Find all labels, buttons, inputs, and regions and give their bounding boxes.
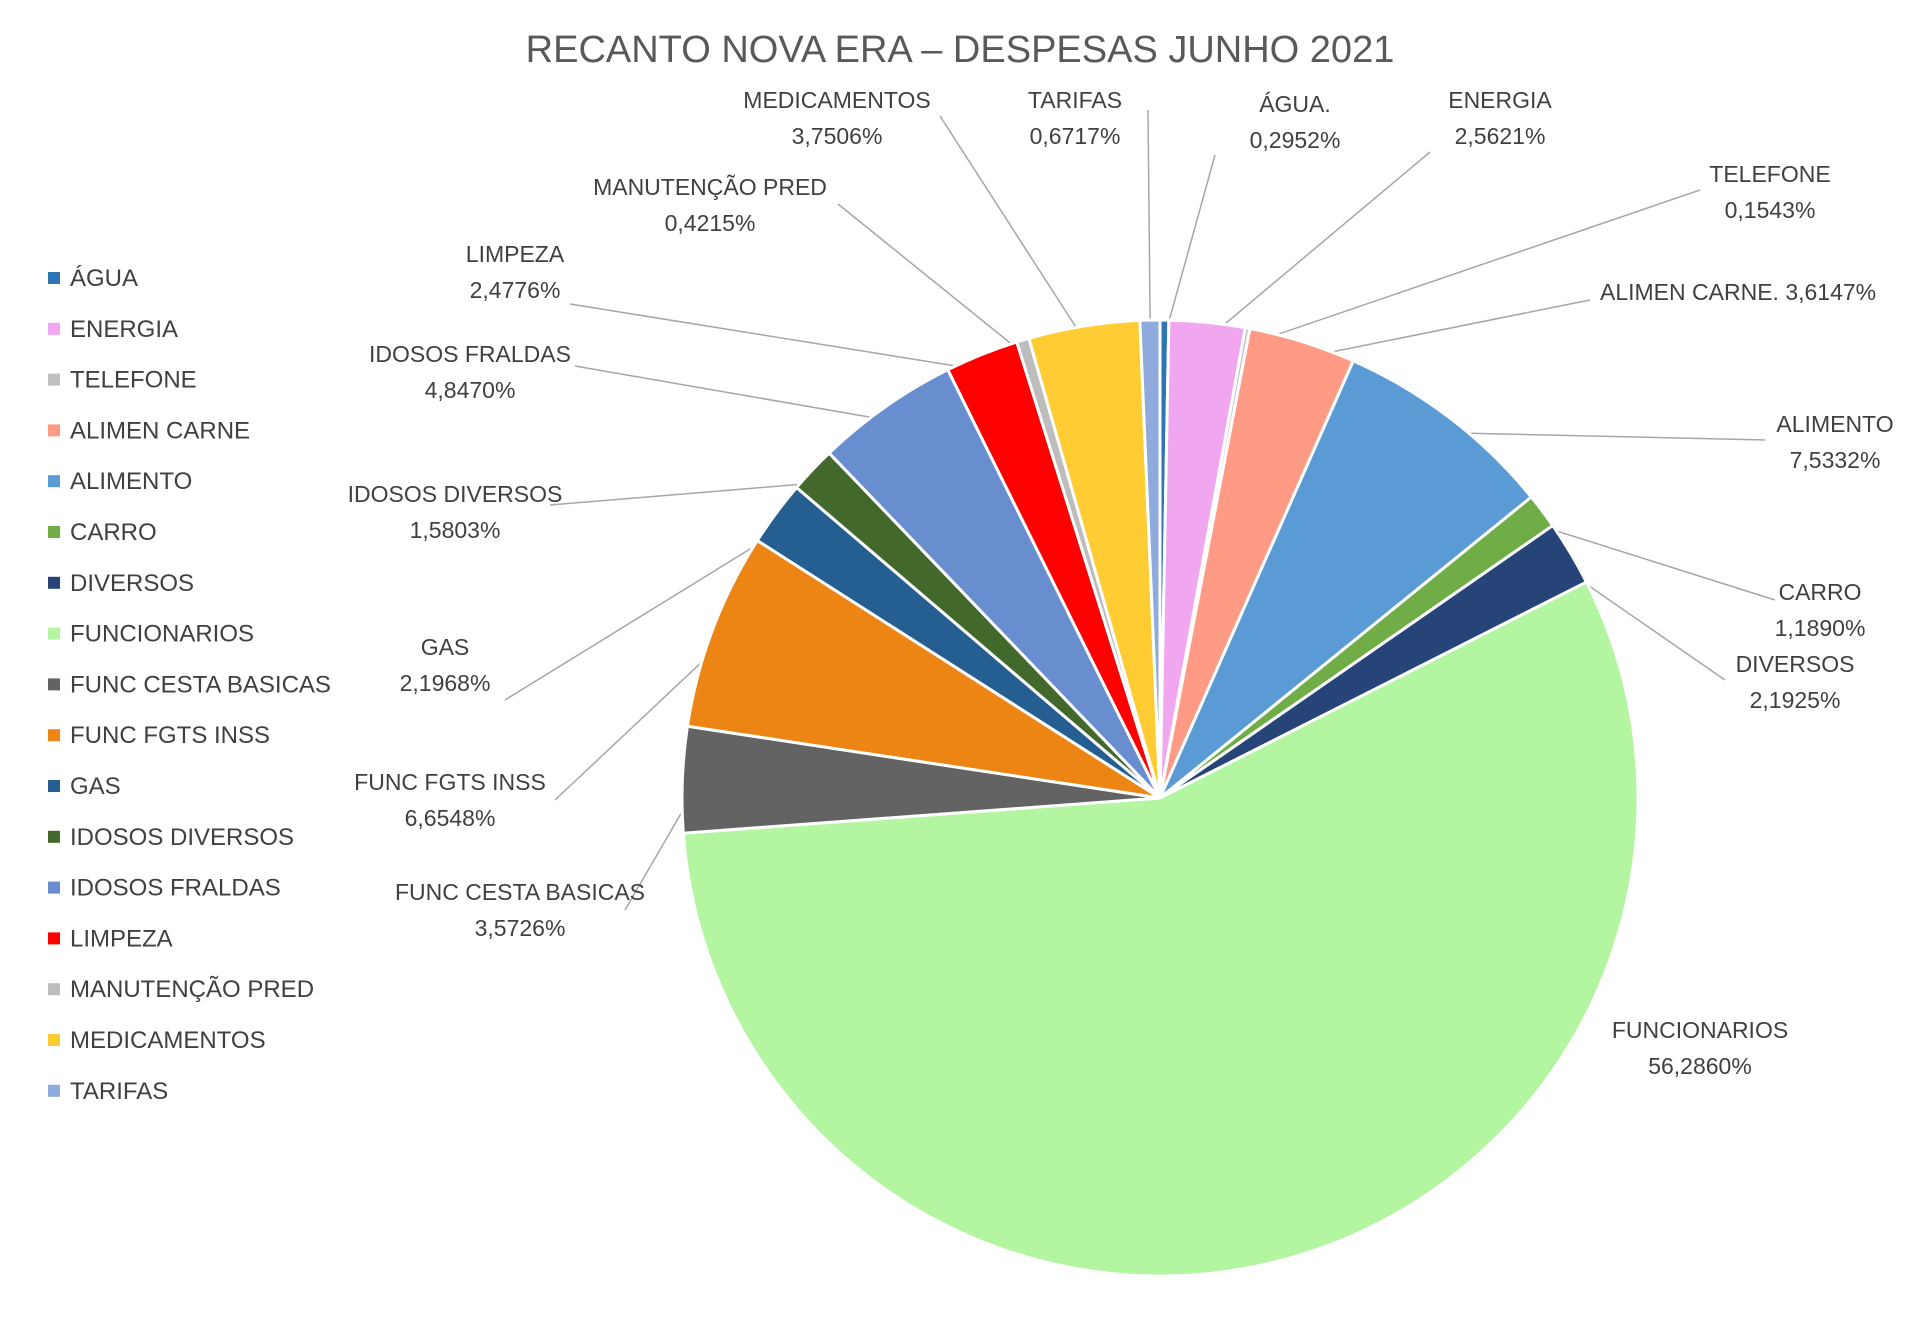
legend-label-medicamentos: MEDICAMENTOS — [70, 1027, 266, 1054]
data-label-idosos-diversos: IDOSOS DIVERSOS 1,5803% — [348, 481, 563, 543]
legend-item-idosos-fraldas: IDOSOS FRALDAS — [48, 875, 281, 902]
data-label-alimen-carne: ALIMEN CARNE. 3,6147% — [1600, 279, 1876, 305]
leader-line-energia — [1205, 151, 1431, 341]
legend-label-manutencao-pred: MANUTENÇÃO PRED — [70, 976, 314, 1003]
leader-line-alimento — [1439, 431, 1766, 441]
data-label-energia: ENERGIA 2,5621% — [1448, 87, 1552, 149]
leader-line-agua — [1163, 154, 1216, 339]
legend-swatch-limpeza — [48, 932, 60, 945]
legend-swatch-manutencao-pred — [48, 983, 60, 996]
data-label-func-fgts-inss: FUNC FGTS INSS 6,6548% — [354, 769, 546, 831]
data-label-manutencao-pred: MANUTENÇÃO PRED 0,4215% — [593, 174, 827, 236]
legend-item-alimento: ALIMENTO — [48, 468, 192, 495]
legend-label-diversos: DIVERSOS — [70, 570, 194, 597]
pie-slice-tarifas — [1138, 318, 1162, 799]
legend-swatch-gas — [48, 780, 60, 792]
legend-swatch-tarifas — [48, 1084, 60, 1097]
data-label-tarifas: TARIFAS 0,6717% — [1028, 87, 1122, 149]
legend-item-funcionarios: FUNCIONARIOS — [48, 621, 254, 648]
pie-slice-funcionarios — [681, 580, 1640, 1278]
data-label-medicamentos: MEDICAMENTOS 3,7506% — [743, 87, 930, 149]
legend-item-diversos: DIVERSOS — [48, 570, 194, 597]
legend-item-limpeza: LIMPEZA — [48, 925, 173, 952]
legend-item-idosos-diversos: IDOSOS DIVERSOS — [48, 824, 294, 851]
legend-label-func-cesta-basicas: FUNC CESTA BASICAS — [70, 671, 331, 698]
legend-item-telefone: TELEFONE — [48, 367, 197, 394]
data-label-alimento: ALIMENTO 7,5332% — [1776, 411, 1893, 473]
legend-item-manutencao-pred: MANUTENÇÃO PRED — [48, 976, 314, 1003]
leader-line-medicamentos — [939, 115, 1088, 345]
leader-line-idosos-fraldas — [574, 365, 896, 423]
legend-label-gas: GAS — [70, 773, 121, 800]
legend-label-tarifas: TARIFAS — [70, 1078, 168, 1105]
leader-line-manutencao-pred — [837, 203, 1029, 358]
legend-swatch-idosos-diversos — [48, 830, 60, 843]
legend-item-tarifas: TARIFAS — [48, 1078, 168, 1105]
legend-swatch-funcionarios — [48, 627, 60, 640]
legend-label-telefone: TELEFONE — [70, 367, 197, 394]
legend-swatch-agua — [48, 272, 60, 284]
data-label-diversos: DIVERSOS 2,1925% — [1736, 651, 1855, 713]
leader-line-gas — [504, 523, 791, 701]
legend-label-energia: ENERGIA — [70, 316, 178, 343]
data-label-gas: GAS 2,1968% — [400, 634, 491, 696]
legend-label-alimento: ALIMENTO — [70, 468, 192, 495]
leader-line-telefone — [1244, 189, 1701, 347]
legend-label-funcionarios: FUNCIONARIOS — [70, 621, 254, 648]
data-label-agua: ÁGUA. 0,2952% — [1250, 91, 1341, 153]
legend: ÁGUA ENERGIA TELEFONE ALIMEN CARNE ALIMENTO C… — [48, 265, 331, 1105]
leader-line-tarifas — [1147, 109, 1152, 339]
legend-item-func-cesta-basicas: FUNC CESTA BASICAS — [48, 671, 331, 698]
leader-line-limpeza — [569, 303, 989, 372]
chart-title: RECANTO NOVA ERA – DESPESAS JUNHO 2021 — [526, 29, 1395, 71]
leader-line-idosos-diversos — [549, 481, 826, 506]
legend-swatch-idosos-fraldas — [48, 881, 60, 894]
pie-slice-func-fgts-inss — [685, 538, 1161, 800]
legend-swatch-telefone — [48, 373, 60, 386]
legend-item-medicamentos: MEDICAMENTOS — [48, 1027, 266, 1054]
legend-item-alimen-carne: ALIMEN CARNE — [48, 417, 250, 444]
legend-label-carro: CARRO — [70, 519, 157, 546]
legend-swatch-func-cesta-basicas — [48, 678, 60, 691]
leader-line-alimen-carne — [1297, 299, 1591, 360]
legend-swatch-func-fgts-inss — [48, 729, 60, 742]
data-label-idosos-fraldas: IDOSOS FRALDAS 4,8470% — [369, 341, 571, 403]
data-label-funcionarios: FUNCIONARIOS 56,2860% — [1612, 1017, 1788, 1079]
legend-item-carro: CARRO — [48, 519, 157, 546]
legend-label-agua: ÁGUA — [70, 265, 138, 292]
legend-item-energia: ENERGIA — [48, 316, 178, 343]
legend-swatch-carro — [48, 526, 60, 538]
data-label-telefone: TELEFONE 0,1543% — [1709, 161, 1830, 223]
legend-label-limpeza: LIMPEZA — [70, 925, 173, 952]
legend-swatch-diversos — [48, 576, 60, 589]
leader-line-carro — [1527, 521, 1776, 601]
data-label-func-cesta-basicas: FUNC CESTA BASICAS 3,5726% — [395, 879, 645, 941]
data-label-limpeza: LIMPEZA 2,4776% — [466, 241, 565, 303]
data-label-carro: CARRO 1,1890% — [1775, 579, 1866, 641]
pie-slices — [680, 318, 1640, 1278]
data-labels: ÁGUA. 0,2952% ENERGIA 2,5621% TELEFONE 0,1543… — [348, 87, 1894, 1079]
legend-swatch-energia — [48, 322, 60, 335]
leader-lines — [504, 109, 1776, 911]
legend-label-idosos-diversos: IDOSOS DIVERSOS — [70, 824, 294, 851]
legend-swatch-alimen-carne — [48, 424, 60, 437]
legend-swatch-alimento — [48, 475, 60, 488]
legend-item-func-fgts-inss: FUNC FGTS INSS — [48, 722, 270, 749]
legend-label-func-fgts-inss: FUNC FGTS INSS — [70, 722, 270, 749]
legend-label-idosos-fraldas: IDOSOS FRALDAS — [70, 875, 281, 902]
pie-slice-alimento — [1158, 358, 1534, 800]
legend-item-gas: GAS — [48, 773, 121, 800]
legend-label-alimen-carne: ALIMEN CARNE — [70, 417, 250, 444]
legend-swatch-medicamentos — [48, 1034, 60, 1046]
legend-item-agua: ÁGUA — [48, 265, 138, 292]
